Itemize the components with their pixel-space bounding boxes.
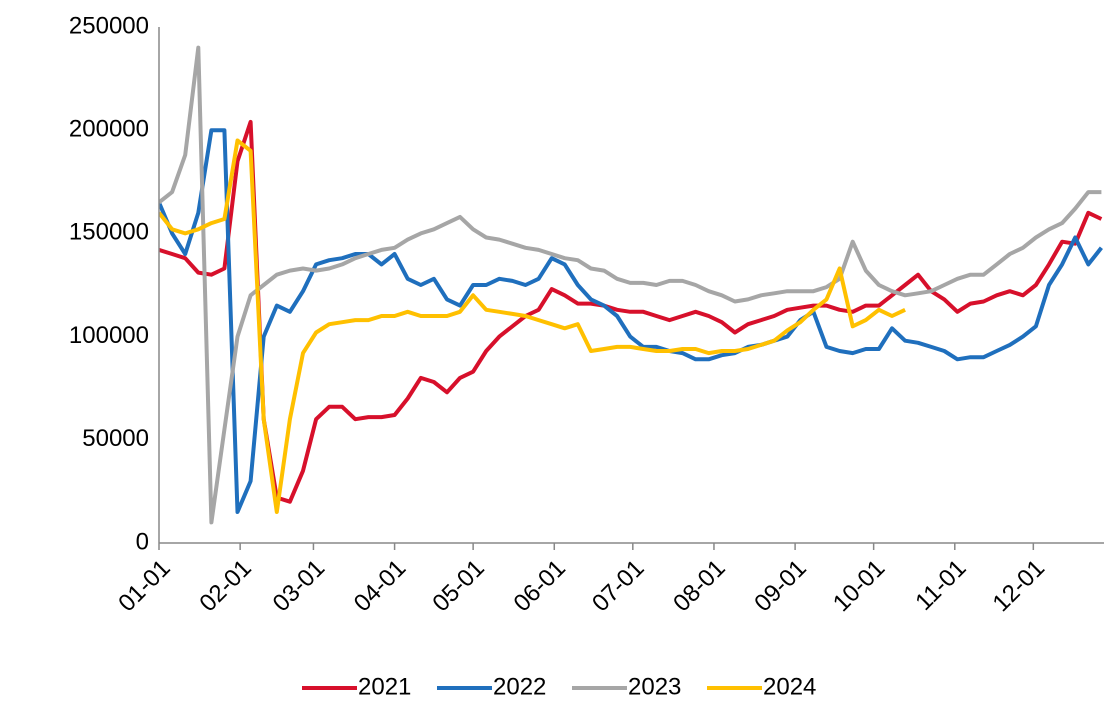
y-tick-label: 200000 [69, 116, 149, 143]
y-tick-label: 0 [136, 528, 149, 555]
x-tick-label: 09-01 [749, 555, 812, 618]
x-tick-label: 07-01 [587, 555, 650, 618]
x-tick-label: 06-01 [509, 555, 572, 618]
y-tick-label: 150000 [69, 219, 149, 246]
x-tick-label: 01-01 [113, 555, 176, 618]
y-tick-label: 250000 [69, 12, 149, 39]
x-tick-label: 08-01 [668, 555, 731, 618]
x-tick-label: 05-01 [427, 555, 490, 618]
series-line [159, 119, 1103, 504]
x-tick-label: 12-01 [988, 555, 1051, 618]
series-line [159, 45, 1102, 525]
plot-area [159, 45, 1103, 525]
x-tick-label: 04-01 [349, 555, 412, 618]
legend-label: 2022 [493, 673, 546, 700]
series-line [159, 138, 906, 514]
x-tick-label: 03-01 [268, 555, 331, 618]
legend-label: 2024 [763, 673, 816, 700]
x-tick-label: 10-01 [828, 555, 891, 618]
legend-label: 2023 [628, 673, 681, 700]
legend-label: 2021 [358, 673, 411, 700]
series-line [159, 128, 1103, 514]
x-tick-label: 02-01 [194, 555, 257, 618]
y-tick-label: 50000 [82, 425, 149, 452]
x-tick-label: 11-01 [910, 555, 971, 616]
y-tick-label: 100000 [69, 322, 149, 349]
